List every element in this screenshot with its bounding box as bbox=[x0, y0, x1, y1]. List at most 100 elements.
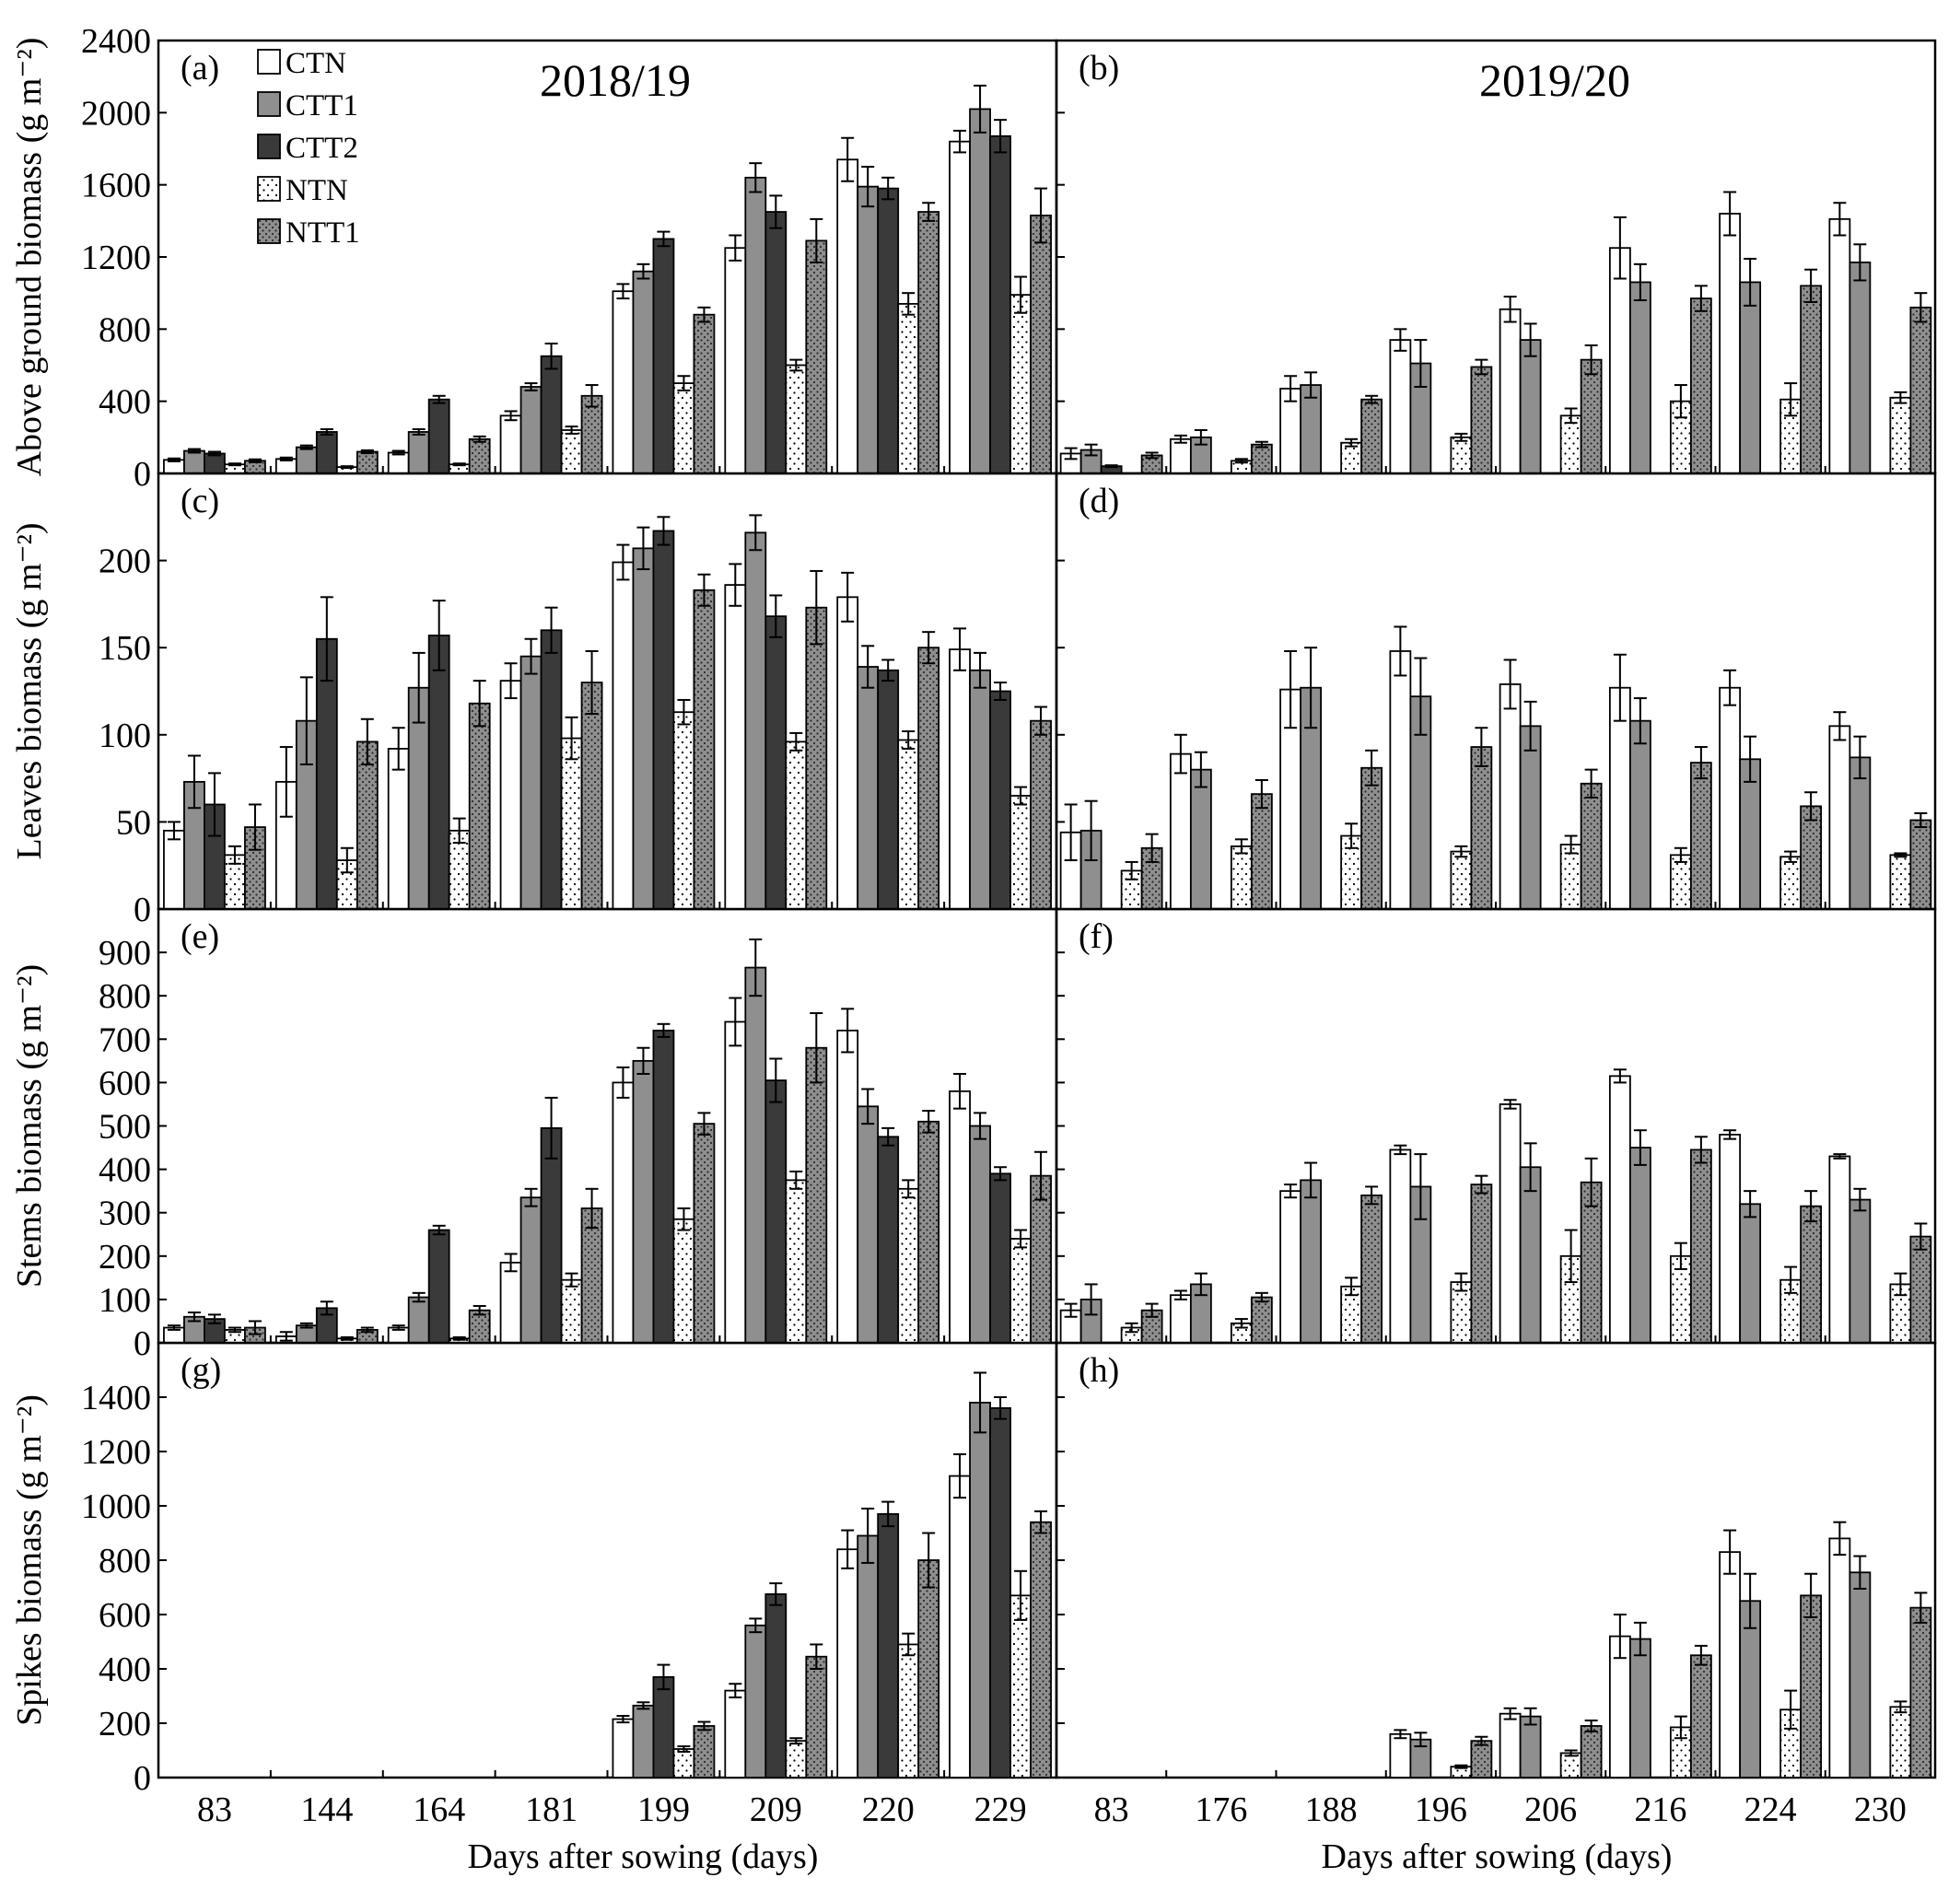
bar-ctt1-181 bbox=[519, 1196, 542, 1344]
panel-label: (c) bbox=[181, 482, 219, 520]
bar-ntn-224 bbox=[1779, 856, 1802, 910]
bar-ctn-176 bbox=[1169, 437, 1192, 474]
bar-ctt1-209 bbox=[744, 966, 767, 1344]
bar-ctn-196 bbox=[1389, 650, 1412, 910]
y-tick-label: 1200 bbox=[81, 1433, 151, 1472]
bar-ctn-206 bbox=[1499, 683, 1522, 910]
bar-ctt2-164 bbox=[427, 635, 450, 910]
bar-ctt1-230 bbox=[1849, 756, 1872, 910]
bar-ctt2-181 bbox=[540, 355, 563, 474]
bar-ctt2-220 bbox=[877, 187, 900, 474]
panel-b: (b) 2019/20 bbox=[1055, 39, 1937, 475]
legend-swatch-ntt1 bbox=[257, 218, 281, 244]
y-axis-label: Leaves biomass (g m⁻²) bbox=[10, 523, 49, 860]
bar-ctt1-199 bbox=[632, 547, 655, 910]
bar-ntn-181 bbox=[560, 1278, 583, 1344]
bar-ctn-199 bbox=[612, 290, 635, 474]
x-tick-label: 83 bbox=[197, 1790, 232, 1829]
bar-ctn-206 bbox=[1499, 1103, 1522, 1344]
bar-ntn-196 bbox=[1450, 436, 1473, 474]
y-tick-label: 0 bbox=[134, 891, 151, 929]
bar-ntt1-220 bbox=[917, 211, 940, 474]
bar-ntn-196 bbox=[1450, 850, 1473, 910]
x-tick-label: 181 bbox=[525, 1790, 578, 1829]
bar-ntt1-199 bbox=[693, 313, 716, 474]
bar-ntn-209 bbox=[785, 1179, 808, 1344]
bar-ctn-199 bbox=[612, 561, 635, 910]
bar-ntt1-188 bbox=[1360, 398, 1383, 474]
y-tick-label: 200 bbox=[99, 1705, 151, 1743]
bar-ctt2-164 bbox=[427, 398, 450, 474]
bar-ntn-209 bbox=[785, 364, 808, 474]
y-tick-label: 100 bbox=[99, 1281, 151, 1320]
bar-ctt2-144 bbox=[315, 431, 338, 474]
bar-ctt2-199 bbox=[652, 1675, 675, 1778]
bar-ntt1-196 bbox=[1470, 1184, 1493, 1344]
bar-ctn-196 bbox=[1389, 1149, 1412, 1344]
bar-ctn-220 bbox=[836, 158, 859, 474]
bar-ctn-229 bbox=[949, 1090, 971, 1344]
y-tick-label: 800 bbox=[99, 977, 151, 1016]
bar-ctt2-229 bbox=[989, 1406, 1011, 1778]
bar-ntt1-176 bbox=[1250, 793, 1273, 910]
bar-ctt1-224 bbox=[1739, 281, 1762, 474]
bar-ntt1-224 bbox=[1800, 285, 1823, 474]
bar-ntn-230 bbox=[1889, 1706, 1912, 1778]
bar-ctt1-206 bbox=[1519, 725, 1542, 910]
bar-ctn-230 bbox=[1828, 1537, 1851, 1778]
bar-ctn-164 bbox=[387, 451, 410, 474]
bar-ntt1-199 bbox=[693, 589, 716, 910]
bar-ctt1-199 bbox=[632, 270, 655, 474]
bar-ntn-206 bbox=[1559, 1752, 1582, 1778]
panel-label: (h) bbox=[1079, 1351, 1119, 1390]
bar-ctt2-181 bbox=[540, 1126, 563, 1344]
bar-ctt2-209 bbox=[764, 1592, 788, 1778]
bar-ctt1-83 bbox=[183, 449, 205, 474]
bar-ntt1-209 bbox=[805, 1046, 828, 1344]
bar-ctt1-209 bbox=[744, 1624, 767, 1778]
bar-ntn-188 bbox=[1340, 441, 1363, 474]
x-tick-label: 188 bbox=[1305, 1790, 1358, 1829]
x-tick-label: 199 bbox=[637, 1790, 690, 1829]
bar-ctn-229 bbox=[949, 648, 971, 910]
bar-ctn-83 bbox=[163, 829, 185, 910]
bar-ntt1-229 bbox=[1030, 1174, 1052, 1344]
bar-ctt1-216 bbox=[1628, 1638, 1651, 1778]
bar-ctn-176 bbox=[1169, 1294, 1192, 1344]
bar-ctn-181 bbox=[499, 414, 522, 474]
bar-ctt2-209 bbox=[764, 615, 788, 910]
bar-ctn-224 bbox=[1719, 1551, 1742, 1778]
bar-ctt1-176 bbox=[1189, 768, 1212, 910]
bar-ntt1-230 bbox=[1909, 1606, 1932, 1778]
bar-ctn-224 bbox=[1719, 686, 1742, 910]
bar-ctt1-220 bbox=[857, 185, 880, 474]
bar-ntt1-216 bbox=[1689, 762, 1712, 910]
bar-ntt1-196 bbox=[1470, 366, 1493, 474]
y-tick-label: 1000 bbox=[81, 1487, 151, 1526]
bar-ctn-176 bbox=[1169, 752, 1192, 910]
bar-ctt1-224 bbox=[1739, 1203, 1762, 1344]
panel-e: 0 100 200 300 400 500 600 700 800 900 (e) Stems bio… bbox=[10, 907, 1058, 1363]
bar-ctn-209 bbox=[724, 247, 747, 474]
legend-swatch-ctt2 bbox=[257, 134, 281, 159]
bar-ctt1-220 bbox=[857, 1105, 880, 1344]
bar-ntn-199 bbox=[672, 1748, 695, 1778]
legend-label-ctt1: CTT1 bbox=[286, 89, 358, 122]
y-tick-label: 800 bbox=[99, 310, 151, 349]
y-tick-label: 100 bbox=[99, 717, 151, 755]
bar-ctt2-199 bbox=[652, 1029, 675, 1344]
bar-ntt1-216 bbox=[1689, 1654, 1712, 1778]
bar-ctt2-229 bbox=[989, 690, 1011, 910]
bar-ctn-230 bbox=[1828, 725, 1851, 910]
legend: CTN CTT1 CTT2 NTN NTT1 bbox=[257, 47, 360, 250]
bar-ntt1-220 bbox=[917, 647, 940, 910]
bar-ntt1-206 bbox=[1580, 782, 1603, 910]
year-label: 2018/19 bbox=[540, 54, 691, 106]
bar-ntt1-196 bbox=[1470, 1740, 1493, 1778]
x-axis-label-left: Days after sowing (days) bbox=[468, 1837, 819, 1876]
legend-label-ntn: NTN bbox=[286, 174, 348, 207]
x-axis-label-right: Days after sowing (days) bbox=[1322, 1837, 1673, 1876]
bar-ctt2-199 bbox=[652, 238, 675, 474]
bar-ctt1-220 bbox=[857, 666, 880, 910]
